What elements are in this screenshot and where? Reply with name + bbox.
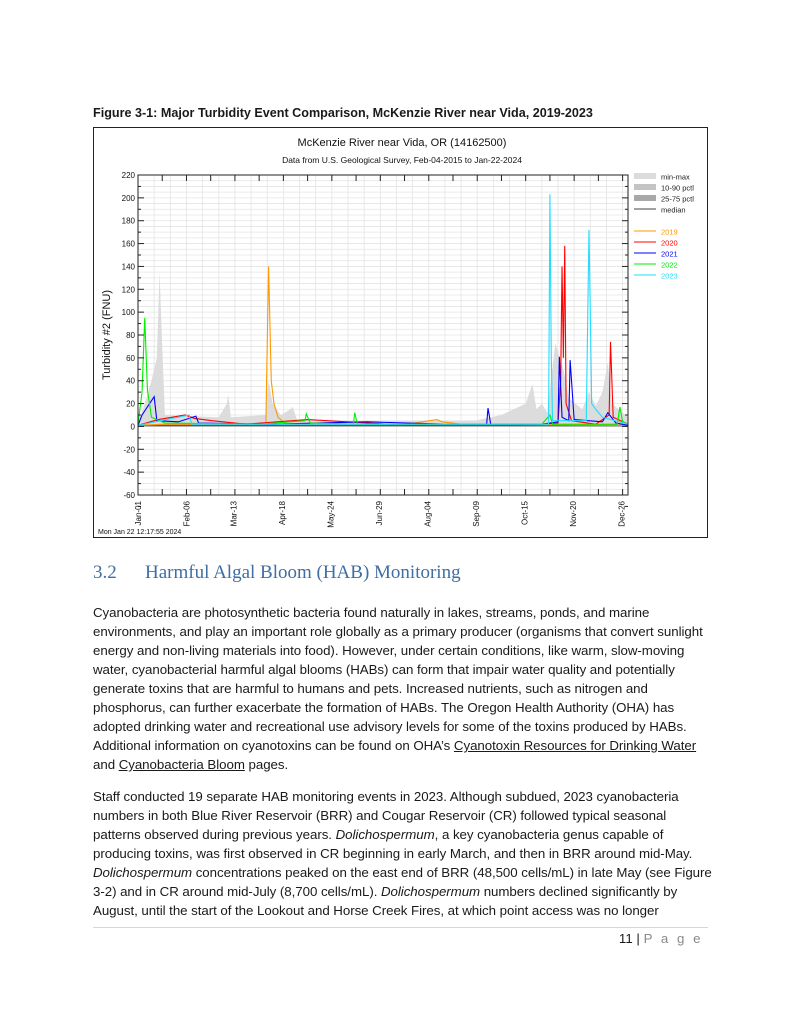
paragraph-text: Cyanobacteria are photosynthetic bacteri… [93,605,703,753]
turbidity-chart: McKenzie River near Vida, OR (14162500) … [93,127,708,538]
x-tick-label: Mar-13 [230,500,239,526]
legend-label: 10-90 pctl [661,184,694,193]
x-tick-label: Oct-15 [520,500,529,525]
section-title: Harmful Algal Bloom (HAB) Monitoring [145,562,461,583]
band-min-max [138,272,628,427]
footer-divider [93,927,708,928]
y-tick-label: 160 [122,240,136,249]
series-line-2023 [137,194,629,426]
y-tick-label: 120 [122,285,136,294]
paragraph-text: , a key cyanobacteria genus capable of p… [93,827,693,861]
x-tick-label: Nov-20 [569,500,578,526]
y-tick-label: 100 [122,308,136,317]
x-tick-label: Jan-01 [134,500,143,525]
x-tick-label: Dec-26 [617,500,626,526]
y-tick-label: 80 [126,331,135,340]
paragraph-text: concentrations peaked on the east end of… [93,865,712,899]
legend-label: 2022 [661,261,678,270]
chart-subtitle: Data from U.S. Geological Survey, Feb-04… [282,155,522,165]
x-tick-label: Aug-04 [423,500,432,526]
genus-name: Dolichospermum [381,884,481,899]
series-line-2022 [137,317,629,425]
legend-swatch-25-75-pctl [634,195,656,201]
series-line-2021 [137,356,629,426]
y-tick-label: 180 [122,217,136,226]
chart-title: McKenzie River near Vida, OR (14162500) [298,137,507,149]
legend-label: 2023 [661,272,678,281]
chart-canvas: McKenzie River near Vida, OR (14162500) … [98,137,694,536]
y-tick-label: 220 [122,171,136,180]
y-tick-label: -20 [123,445,135,454]
paragraph-text: Staff conducted 19 separate HAB monitori… [93,789,679,842]
axes: 220200180160140120100806040200-20-40-60J… [122,171,629,528]
legend: min-max 10-90 pctl 25-75 pctl median 2019 202… [634,173,694,281]
link-cyanotoxin-resources[interactable]: Cyanotoxin Resources for Drinking Water [453,738,697,753]
paragraph-text: and [93,757,119,772]
y-tick-label: -40 [123,468,135,477]
x-tick-label: Sep-09 [472,500,481,526]
x-tick-label: Jun-29 [375,500,384,525]
page-number: 11 [618,931,633,946]
legend-label: median [661,206,686,215]
paragraph-text: pages. [244,757,289,772]
x-tick-label: Apr-18 [278,500,287,525]
figure-caption: Figure 3-1: Major Turbidity Event Compar… [93,106,593,120]
legend-label: 2020 [661,239,678,248]
legend-label: 25-75 pctl [661,195,694,204]
page-footer: 11 | P a g e [619,931,703,946]
grid [137,174,628,496]
y-tick-label: 0 [131,422,136,431]
link-cyanobacteria-bloom[interactable]: Cyanobacteria Bloom [118,757,245,772]
y-tick-label: 60 [126,354,135,363]
paragraph-hab-2023: Staff conducted 19 separate HAB monitori… [93,787,713,920]
y-tick-label: -60 [123,491,135,500]
genus-name: Dolichospermum [93,865,193,880]
legend-swatch-min-max [634,173,656,179]
genus-name: Dolichospermum [335,827,435,842]
y-tick-label: 40 [126,377,135,386]
series-lines [137,194,629,426]
legend-label: 2021 [661,250,678,259]
legend-swatch-10-90-pctl [634,184,656,190]
y-axis-label: Turbidity #2 (FNU) [101,290,113,380]
x-tick-label: Feb-06 [182,500,191,526]
paragraph-text: numbers declined significantly by August… [93,884,678,918]
x-tick-label: May-24 [327,500,336,527]
y-tick-label: 200 [122,194,136,203]
legend-label: min-max [661,173,690,182]
chart-timestamp: Mon Jan 22 12:17:55 2024 [98,529,181,536]
y-tick-label: 20 [126,400,135,409]
section-heading: 3.2 Harmful Algal Bloom (HAB) Monitoring [93,562,461,584]
bands [138,272,628,427]
y-tick-label: 140 [122,262,136,271]
paragraph-hab-intro: Cyanobacteria are photosynthetic bacteri… [93,603,713,774]
footer-separator: | [636,931,640,946]
legend-label: 2019 [661,228,678,237]
section-number: 3.2 [93,562,117,583]
page-label: P a g e [643,931,703,946]
